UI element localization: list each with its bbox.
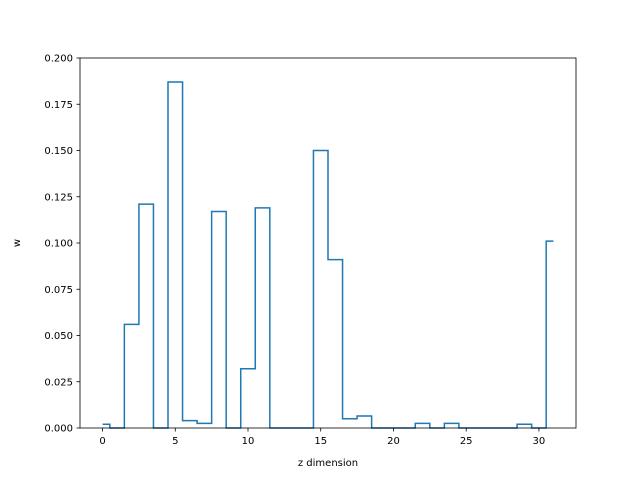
y-tick-label: 0.150	[44, 146, 73, 157]
y-tick-label: 0.050	[44, 331, 73, 342]
y-tick-label: 0.025	[44, 377, 73, 388]
y-axis: 0.000 0.025 0.050 0.075 0.100 0.125 0.150 0.175…	[44, 54, 80, 435]
x-tick-label: 0	[99, 436, 105, 447]
y-tick-label: 0.000	[44, 424, 73, 435]
y-tick-label: 0.100	[44, 239, 73, 250]
y-tick-label: 0.125	[44, 192, 73, 203]
x-tick-label: 5	[172, 436, 178, 447]
y-tick-label: 0.075	[44, 285, 73, 296]
y-axis-label: w	[12, 239, 23, 247]
x-tick-label: 10	[242, 436, 255, 447]
x-axis-label: z dimension	[298, 458, 358, 469]
x-axis: 0 5 10 15 20 25 30	[99, 428, 545, 447]
x-tick-label: 25	[460, 436, 473, 447]
x-tick-label: 20	[387, 436, 400, 447]
x-tick-label: 30	[533, 436, 546, 447]
x-tick-label: 15	[314, 436, 327, 447]
y-tick-label: 0.175	[44, 100, 73, 111]
y-tick-label: 0.200	[44, 54, 73, 65]
